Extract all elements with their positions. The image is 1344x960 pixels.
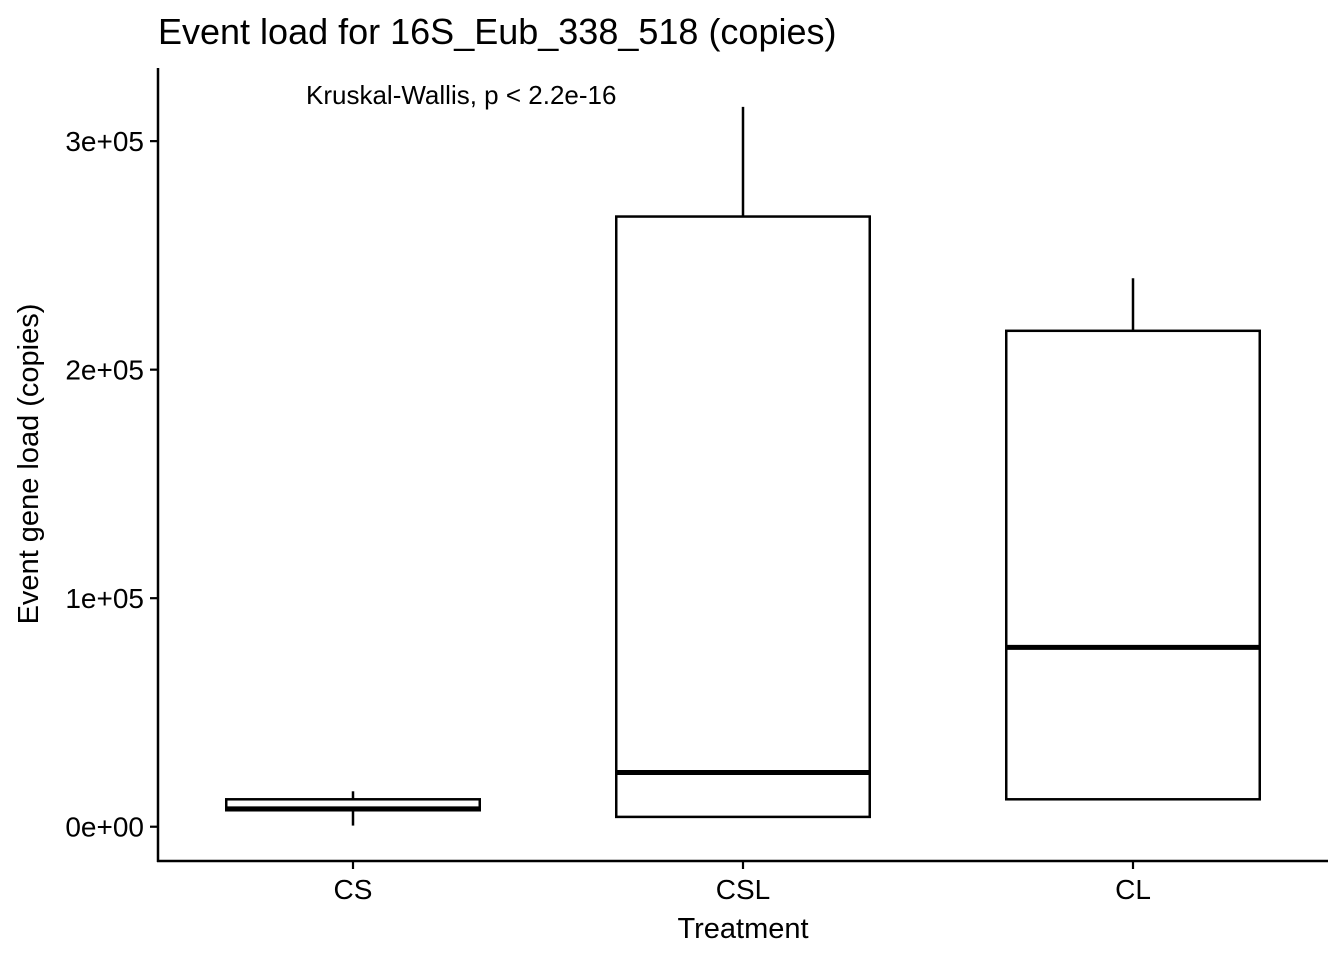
x-tick-label: CSL [716, 874, 770, 905]
box-group [225, 106, 1261, 826]
box-csl [615, 106, 871, 819]
box-body [1005, 329, 1261, 801]
x-axis-title: Treatment [677, 913, 808, 945]
y-axis-ticks: 0e+00 1e+05 2e+05 3e+05 [65, 126, 158, 843]
x-tick-label: CS [334, 874, 373, 905]
y-tick-label: 2e+05 [65, 355, 144, 386]
test-annotation: Kruskal-Wallis, p < 2.2e-16 [306, 80, 616, 110]
box-body [615, 215, 871, 819]
plot-area: 0e+00 1e+05 2e+05 3e+05 CS CSL CL [65, 68, 1328, 905]
y-tick-label: 1e+05 [65, 583, 144, 614]
x-axis-ticks: CS CSL CL [334, 861, 1151, 905]
box-cl [1005, 278, 1261, 801]
y-tick-label: 0e+00 [65, 812, 144, 843]
x-tick-label: CL [1115, 874, 1151, 905]
box-cs [225, 791, 481, 826]
chart-title: Event load for 16S_Eub_338_518 (copies) [158, 11, 836, 52]
y-tick-label: 3e+05 [65, 126, 144, 157]
y-axis-title: Event gene load (copies) [13, 304, 45, 625]
